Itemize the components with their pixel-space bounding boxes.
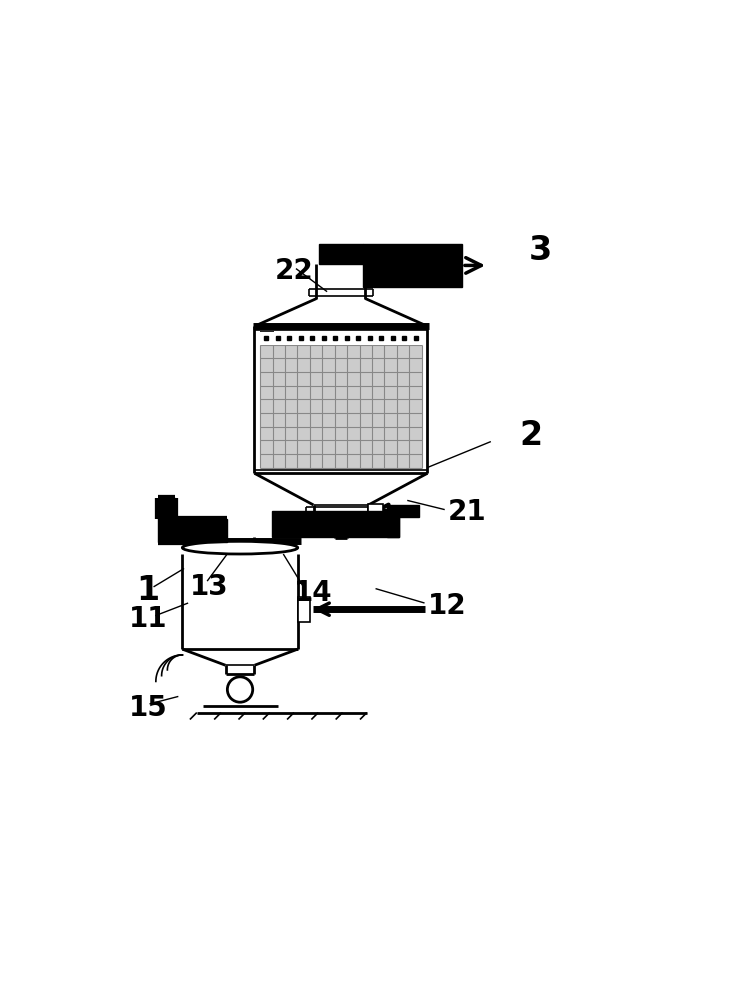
- Text: 11: 11: [129, 605, 167, 633]
- Text: 15: 15: [129, 694, 167, 722]
- Text: 12: 12: [427, 592, 466, 620]
- Bar: [387, 505, 419, 517]
- Text: 1: 1: [136, 574, 159, 607]
- Polygon shape: [158, 519, 227, 542]
- Circle shape: [228, 677, 253, 702]
- Bar: [260, 345, 422, 468]
- Polygon shape: [158, 498, 176, 519]
- Bar: [298, 597, 310, 622]
- Text: 2: 2: [519, 419, 543, 452]
- Text: 21: 21: [448, 498, 487, 526]
- Ellipse shape: [182, 541, 298, 554]
- Text: 14: 14: [294, 579, 333, 607]
- Text: 3: 3: [528, 234, 551, 267]
- Bar: [272, 511, 399, 537]
- Bar: [362, 244, 462, 287]
- Bar: [260, 332, 422, 345]
- Bar: [319, 244, 362, 264]
- Bar: [387, 511, 399, 537]
- Text: 22: 22: [275, 257, 313, 285]
- Text: 13: 13: [190, 573, 228, 601]
- Bar: [368, 504, 382, 517]
